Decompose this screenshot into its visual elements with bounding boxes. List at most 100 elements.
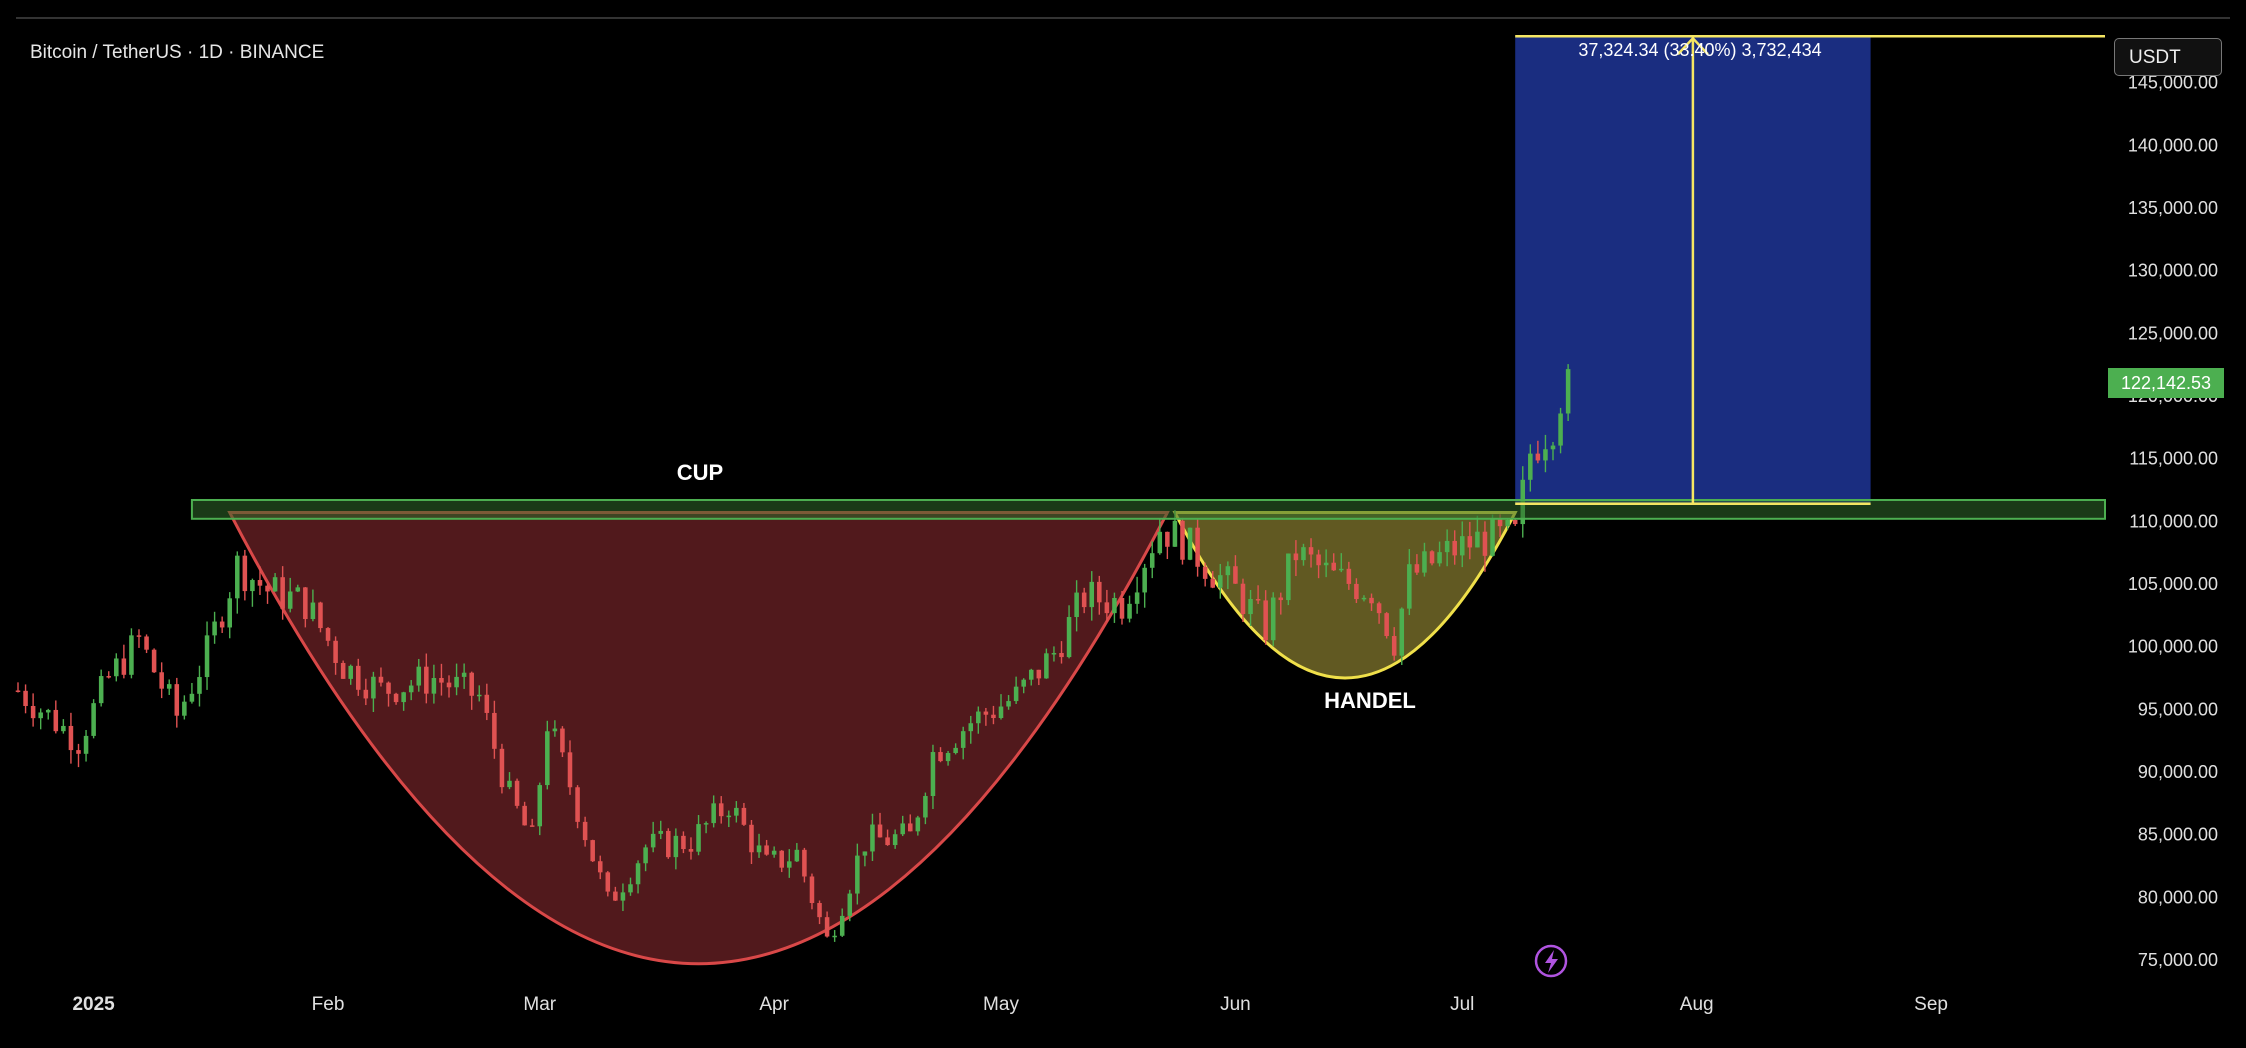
candle-body: [212, 621, 217, 636]
candle-body: [756, 845, 762, 853]
candle-body: [1543, 449, 1548, 461]
candle-body: [817, 903, 822, 918]
candle-body: [582, 821, 588, 841]
candle-body: [1422, 551, 1427, 573]
candle-body: [1346, 568, 1352, 584]
candle-body: [401, 692, 406, 703]
candle-body: [1444, 540, 1450, 553]
measure-label: 37,324.34 (33.40%) 3,732,434: [1578, 40, 1821, 60]
handle-label: HANDEL: [1324, 688, 1416, 713]
candle-body: [1437, 552, 1442, 564]
y-tick-label: 75,000.00: [2138, 950, 2218, 970]
candle-body: [386, 682, 391, 694]
candle-body: [484, 694, 490, 713]
cup-shape[interactable]: [227, 511, 1170, 965]
y-tick-label: 110,000.00: [2129, 511, 2218, 531]
candle-body: [590, 840, 595, 862]
y-tick-label: 130,000.00: [2128, 261, 2218, 281]
candle-body: [597, 861, 603, 873]
candle-body: [219, 621, 225, 628]
symbol-title[interactable]: Bitcoin / TetherUS · 1D · BINANCE: [30, 42, 325, 63]
candle-body: [1165, 531, 1170, 547]
x-tick-label: Aug: [1680, 994, 1714, 1015]
candle-body: [1036, 669, 1042, 679]
candle-body: [83, 735, 89, 754]
candle-body: [242, 555, 248, 592]
candle-body: [1255, 599, 1261, 601]
candle-body: [1535, 453, 1541, 461]
candle-body: [802, 849, 807, 877]
y-tick-label: 90,000.00: [2138, 762, 2218, 782]
x-tick-label: 2025: [72, 994, 115, 1015]
candle-body: [787, 861, 792, 868]
candle-body: [265, 585, 270, 592]
candle-body: [1270, 597, 1276, 641]
candle-body: [1059, 653, 1064, 658]
candle-body: [144, 636, 149, 650]
candle-body: [492, 712, 497, 749]
candle-body: [129, 635, 134, 675]
y-tick-label: 80,000.00: [2138, 887, 2218, 907]
candle-body: [182, 701, 187, 716]
candle-body: [1550, 445, 1556, 450]
candle-body: [1361, 597, 1367, 600]
candle-body: [718, 803, 724, 817]
candle-body: [1399, 608, 1405, 656]
y-tick-label: 100,000.00: [2128, 637, 2218, 657]
candle-body: [1384, 613, 1389, 637]
candle-body: [658, 830, 664, 834]
current-price-tag: 122,142.53: [2108, 368, 2224, 398]
candle-body: [159, 672, 164, 689]
candle-body: [832, 935, 837, 938]
candle-body: [1202, 566, 1208, 579]
candle-body: [507, 780, 512, 788]
candle-body: [1452, 540, 1457, 556]
candle-body: [393, 693, 399, 703]
y-tick-label: 135,000.00: [2128, 198, 2218, 218]
candle-body: [476, 694, 482, 697]
candle-body: [892, 834, 898, 846]
candle-body: [605, 872, 611, 892]
candle-body: [953, 747, 958, 754]
candle-body: [703, 823, 709, 825]
candle-body: [1195, 527, 1200, 567]
y-tick-label: 140,000.00: [2128, 135, 2218, 155]
candle-body: [673, 835, 679, 858]
candle-body: [68, 725, 74, 751]
candle-body: [900, 823, 905, 835]
y-tick-label: 125,000.00: [2128, 323, 2218, 343]
candle-body: [416, 666, 422, 686]
candle-body: [1210, 578, 1216, 588]
candle-body: [1233, 566, 1238, 584]
candle-body: [371, 676, 376, 699]
measure-arrow-head: [1676, 36, 1709, 56]
candle-body: [862, 851, 868, 856]
candle-body: [378, 676, 384, 683]
candle-body: [1301, 547, 1306, 561]
candle-body: [1097, 581, 1102, 603]
candle-body: [303, 587, 308, 620]
candle-body: [1225, 566, 1231, 576]
candle-body: [923, 796, 928, 818]
candle-body: [499, 748, 505, 788]
x-tick-label: Apr: [759, 994, 789, 1015]
candle-body: [1112, 597, 1117, 614]
candle-body: [1558, 413, 1563, 446]
candle-body: [1528, 453, 1533, 480]
candle-body: [1512, 519, 1518, 525]
candle-body: [711, 803, 716, 824]
candle-body: [1482, 531, 1488, 556]
candle-body: [1369, 597, 1374, 604]
candle-body: [545, 731, 550, 786]
candle-body: [567, 752, 573, 788]
candle-body: [174, 684, 180, 716]
candle-body: [121, 658, 127, 675]
candle-body: [666, 830, 671, 858]
candle-body: [885, 837, 890, 846]
candle-body: [363, 689, 369, 699]
lightning-icon[interactable]: [1534, 944, 1568, 978]
candle-body: [1323, 562, 1329, 566]
candle-body: [643, 847, 648, 864]
currency-button[interactable]: USDT: [2114, 38, 2222, 76]
